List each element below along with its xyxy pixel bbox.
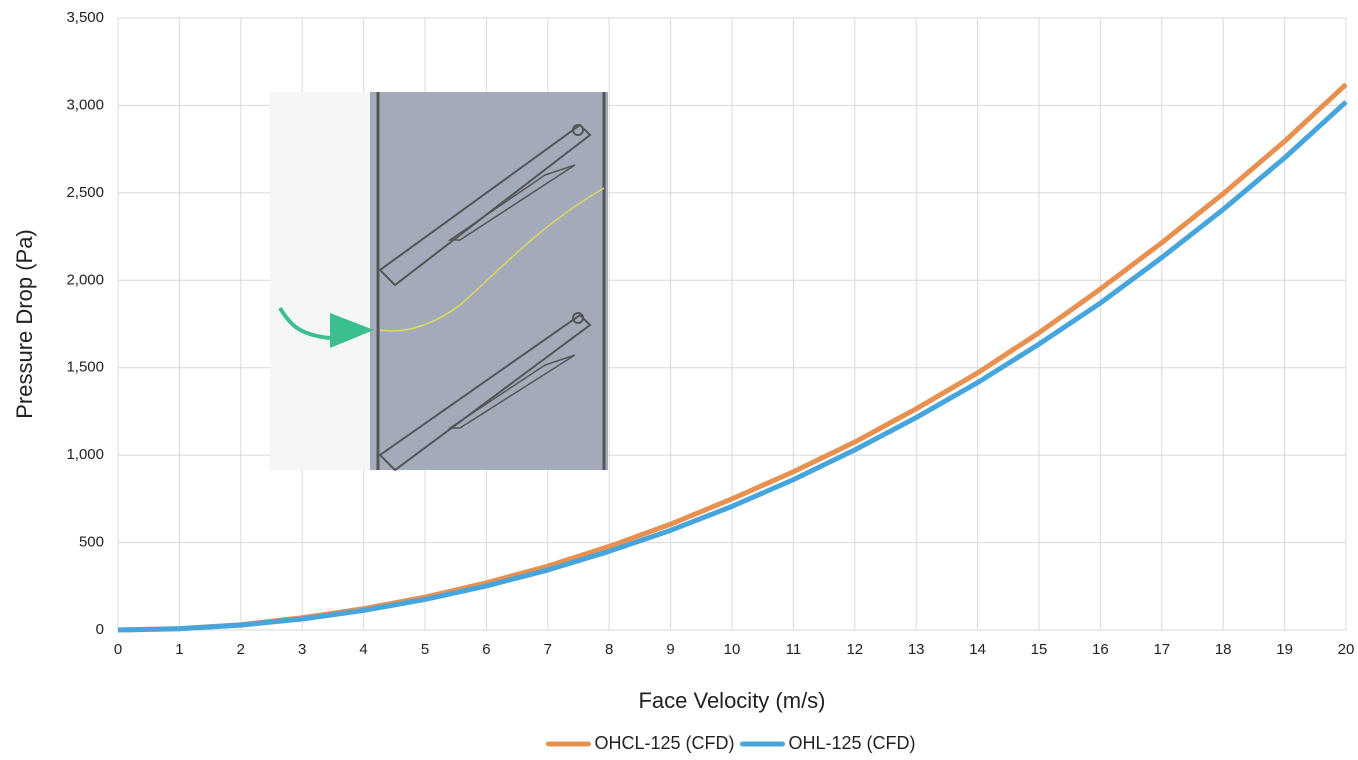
x-tick-label: 11 [786, 641, 802, 658]
x-tick-label: 7 [544, 641, 552, 658]
y-tick-label: 1,000 [66, 446, 104, 463]
legend-label: OHCL-125 (CFD) [594, 733, 734, 753]
x-tick-label: 16 [1092, 641, 1109, 658]
x-tick-label: 2 [237, 641, 245, 658]
y-axis-title: Pressure Drop (Pa) [12, 229, 37, 419]
x-tick-label: 9 [666, 641, 674, 658]
legend: OHCL-125 (CFD) OHL-125 (CFD) [548, 733, 915, 753]
y-tick-label: 0 [96, 621, 104, 638]
y-tick-label: 1,500 [66, 359, 104, 376]
x-tick-label: 8 [605, 641, 613, 658]
y-tick-label: 3,000 [66, 96, 104, 113]
inset-background [270, 92, 370, 470]
chart: 05001,0001,5002,0002,5003,0003,500012345… [0, 0, 1358, 760]
x-axis-title: Face Velocity (m/s) [638, 688, 825, 713]
x-tick-label: 15 [1031, 641, 1048, 658]
y-tick-label: 500 [79, 534, 104, 551]
x-tick-label: 0 [114, 641, 122, 658]
x-tick-label: 4 [359, 641, 367, 658]
x-tick-label: 10 [724, 641, 741, 658]
x-tick-label: 6 [482, 641, 490, 658]
x-tick-label: 14 [969, 641, 986, 658]
x-tick-label: 13 [908, 641, 925, 658]
x-tick-label: 19 [1276, 641, 1293, 658]
y-tick-label: 2,000 [66, 271, 104, 288]
y-tick-label: 3,500 [66, 9, 104, 26]
x-tick-label: 20 [1338, 641, 1355, 658]
inset-image [270, 92, 608, 470]
y-tick-label: 2,500 [66, 184, 104, 201]
legend-label: OHL-125 (CFD) [789, 733, 916, 753]
x-tick-label: 18 [1215, 641, 1232, 658]
x-tick-label: 12 [846, 641, 863, 658]
x-tick-label: 3 [298, 641, 306, 658]
x-tick-label: 5 [421, 641, 429, 658]
x-tick-label: 1 [175, 641, 183, 658]
x-tick-label: 17 [1153, 641, 1170, 658]
